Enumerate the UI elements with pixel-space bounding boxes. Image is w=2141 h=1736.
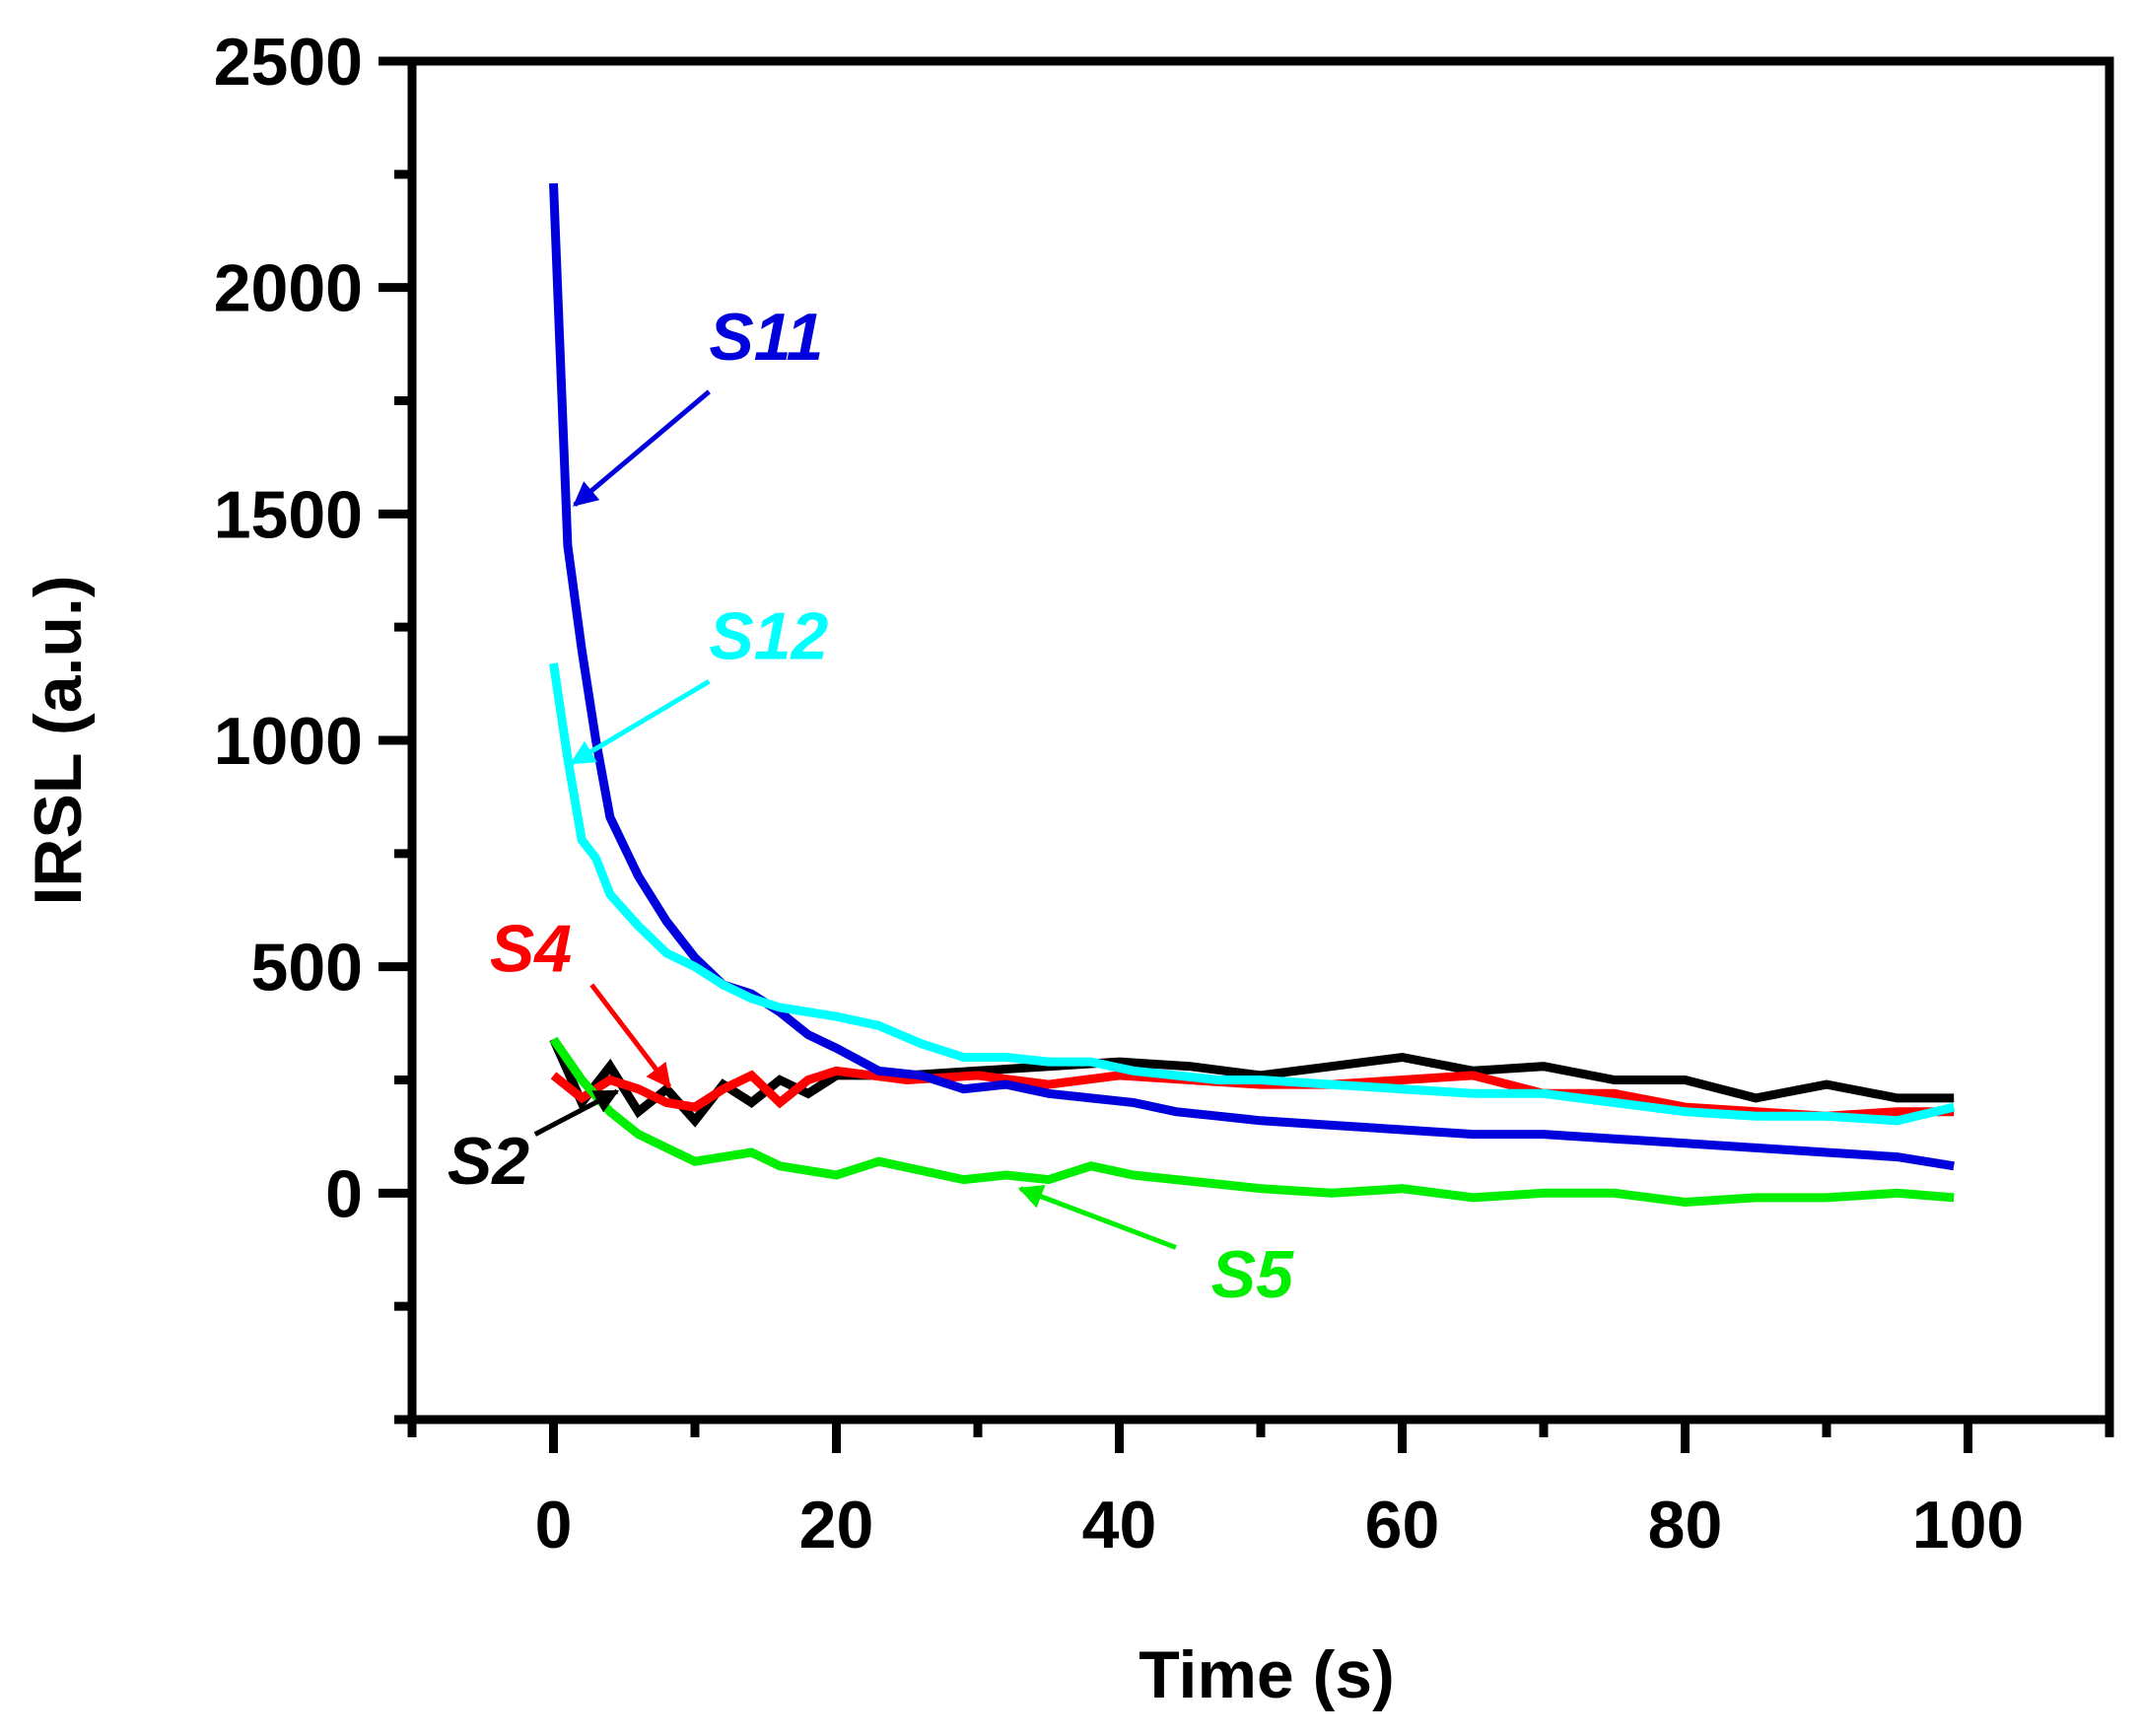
y-axis-title: IRSL (a.u.) [21, 576, 96, 906]
x-tick-label: 100 [1912, 1488, 2024, 1562]
series-line-s12 [549, 662, 1956, 1126]
x-tick-label: 20 [799, 1488, 874, 1562]
series-label-s11: S11 [709, 300, 823, 375]
annotation-arrow-s4 [589, 983, 672, 1089]
y-tick-label: 1500 [214, 477, 363, 552]
y-tick-label: 2500 [214, 25, 363, 100]
y-tick-label: 0 [325, 1156, 363, 1231]
x-axis-title: Time (s) [1139, 1637, 1394, 1712]
x-tick-label: 0 [535, 1488, 573, 1562]
plot-frame [407, 56, 2114, 1424]
series-line-s2 [549, 1037, 1955, 1128]
y-tick-label: 2000 [214, 251, 363, 326]
y-tick-label: 500 [251, 931, 363, 1006]
x-tick-label: 40 [1082, 1488, 1157, 1562]
series-line-s5 [549, 1036, 1955, 1208]
x-tick-label: 80 [1648, 1488, 1723, 1562]
series-label-s4: S4 [490, 911, 572, 986]
annotation-arrow-s11 [573, 389, 711, 508]
y-tick-label: 1000 [214, 704, 363, 779]
annotation-arrow-s2 [533, 1088, 620, 1137]
series-label-s2: S2 [448, 1124, 529, 1199]
series-label-s12: S12 [709, 598, 828, 673]
series-label-s5: S5 [1211, 1237, 1294, 1312]
x-tick-label: 60 [1365, 1488, 1440, 1562]
annotation-arrow-s12 [570, 679, 711, 766]
series-line-s4 [550, 1066, 1955, 1121]
series-line-s11 [549, 182, 1955, 1171]
annotation-arrow-s5 [1017, 1185, 1177, 1250]
